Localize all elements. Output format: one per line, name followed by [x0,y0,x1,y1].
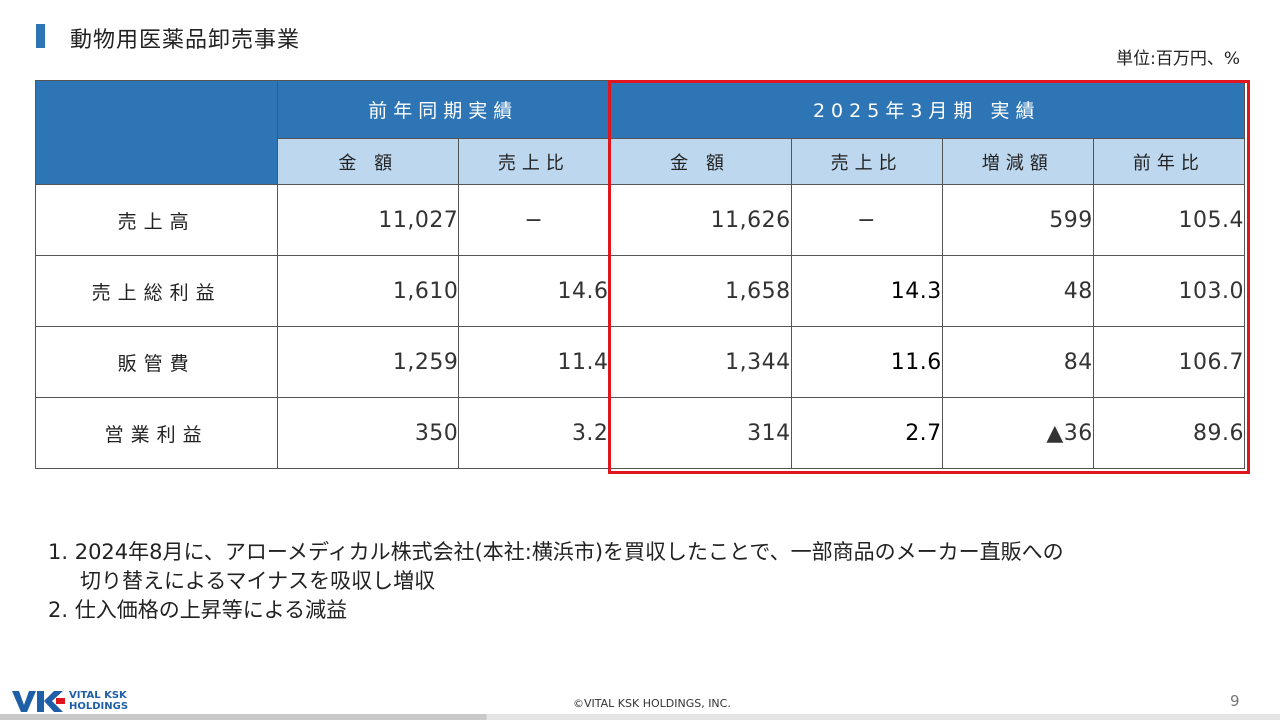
logo-mark-icon [12,689,66,713]
cell-value: 1,259 [277,326,460,398]
page-number: 9 [1230,692,1240,710]
page-title: 動物用医薬品卸売事業 [70,28,301,53]
cell-value: 3.2 [458,397,610,469]
cell-value: 599 [941,184,1094,256]
cell-value: 103.0 [1092,255,1246,327]
cell-value: 89.6 [1092,397,1246,469]
cell-value: 2.7 [790,397,943,469]
group-header-previous: 前年同期実績 [277,80,610,139]
cell-value: 1,610 [277,255,460,327]
cell-value: 350 [277,397,460,469]
logo-text: VITAL KSK HOLDINGS [69,690,128,712]
cell-value: 1,344 [608,326,792,398]
copyright-text: ©VITAL KSK HOLDINGS, INC. [573,697,731,710]
cell-value: − [458,184,610,256]
table-row: 販管費 1,259 11.4 1,344 11.6 84 106.7 [34,326,1246,398]
note-1: 1. 2024年8月に、アローメディカル株式会社(本社:横浜市)を買収したことで… [48,540,1064,564]
company-logo: VITAL KSK HOLDINGS [12,688,128,714]
footer-bar [0,714,1280,720]
note-2: 2. 仕入価格の上昇等による減益 [48,598,348,622]
table-row: 営業利益 350 3.2 314 2.7 ▲36 89.6 [34,397,1246,469]
cell-value: 1,658 [608,255,792,327]
notes-block: 1. 2024年8月に、アローメディカル株式会社(本社:横浜市)を買収したことで… [48,538,1064,625]
cell-value: ▲36 [941,397,1094,469]
cell-value: 11,626 [608,184,792,256]
cell-value: 14.6 [458,255,610,327]
row-label: 営業利益 [34,397,279,469]
subheader-yoy: 前年比 [1092,138,1246,185]
cell-value: 48 [941,255,1094,327]
subheader-amount-current: 金 額 [608,138,792,185]
note-1-continuation: 切り替えによるマイナスを吸収し増収 [80,569,436,593]
cell-value: 314 [608,397,792,469]
logo-text-line1: VITAL KSK [69,690,127,701]
table-row: 売上総利益 1,610 14.6 1,658 14.3 48 103.0 [34,255,1246,327]
group-header-current: 2025年3月期 実績 [608,80,1245,139]
row-label: 売上総利益 [34,255,279,327]
cell-value: 105.4 [1092,184,1246,256]
table-row: 売上高 11,027 − 11,626 − 599 105.4 [34,184,1246,256]
logo-text-line2: HOLDINGS [69,701,129,712]
cell-value: 11.6 [790,326,943,398]
title-accent-bar [36,24,45,48]
subheader-ratio-current: 売上比 [790,138,943,185]
unit-label: 単位:百万円、% [1116,49,1240,69]
table-corner [34,80,279,185]
row-label: 販管費 [34,326,279,398]
cell-value: − [790,184,943,256]
cell-value: 14.3 [790,255,943,327]
subheader-ratio-prev: 売上比 [458,138,610,185]
cell-value: 11,027 [277,184,460,256]
cell-value: 11.4 [458,326,610,398]
financial-table: 前年同期実績 2025年3月期 実績 金 額 売上比 金 額 売上比 増減額 前… [34,80,1246,469]
row-label: 売上高 [34,184,279,256]
cell-value: 84 [941,326,1094,398]
subheader-change: 増減額 [941,138,1094,185]
subheader-amount-prev: 金 額 [277,138,460,185]
cell-value: 106.7 [1092,326,1246,398]
